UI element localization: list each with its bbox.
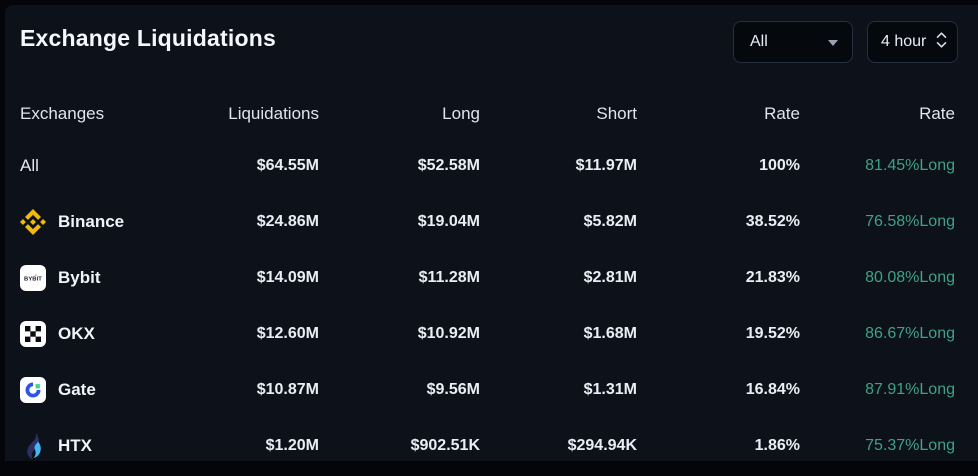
gate-logo-icon <box>20 377 46 403</box>
htx-logo-icon <box>20 432 46 460</box>
long-value: $10.92M <box>417 325 480 342</box>
rate-value: 19.52% <box>745 325 800 342</box>
column-header-short[interactable]: Short <box>596 104 637 123</box>
long-rate-value: 81.45%Long <box>865 157 955 174</box>
exchange-filter-value: All <box>750 33 768 50</box>
table-row-gate[interactable]: Gate $10.87M $9.56M $1.31M 16.84% 87.91%… <box>20 362 955 418</box>
liquidations-value: $1.20M <box>265 437 319 454</box>
short-value: $294.94K <box>567 437 637 454</box>
short-value: $2.81M <box>583 269 637 286</box>
column-header-long-rate[interactable]: Rate <box>919 104 955 123</box>
table-row-okx[interactable]: OKX $12.60M $10.92M $1.68M 19.52% 86.67%… <box>20 306 955 362</box>
binance-logo-icon <box>20 209 46 235</box>
liquidations-value: $12.60M <box>256 325 319 342</box>
column-header-exchanges[interactable]: Exchanges <box>20 104 105 123</box>
exchange-liquidations-panel: Exchange Liquidations All 4 hour Exchang… <box>5 5 978 461</box>
page-title: Exchange Liquidations <box>20 25 276 51</box>
column-header-rate[interactable]: Rate <box>764 104 800 123</box>
liquidations-value: $14.09M <box>256 269 319 286</box>
filter-controls: All 4 hour <box>733 21 958 63</box>
exchange-name: HTX <box>58 436 92 455</box>
svg-text:BYBIT: BYBIT <box>24 277 42 283</box>
short-value: $1.68M <box>583 325 637 342</box>
long-value: $902.51K <box>410 437 480 454</box>
interval-filter-select[interactable]: 4 hour <box>867 21 958 63</box>
table-row-binance[interactable]: Binance $24.86M $19.04M $5.82M 38.52% 76… <box>20 194 955 250</box>
column-header-liquidations[interactable]: Liquidations <box>228 104 319 123</box>
liquidations-table: Exchanges Liquidations Long Short Rate R… <box>20 90 955 461</box>
short-value: $1.31M <box>583 381 637 398</box>
exchange-filter-select[interactable]: All <box>733 21 853 63</box>
exchange-name: Gate <box>58 380 96 399</box>
exchange-name: All <box>20 156 39 175</box>
table-header-row: Exchanges Liquidations Long Short Rate R… <box>20 90 955 138</box>
exchange-name: Bybit <box>58 268 101 287</box>
long-value: $52.58M <box>417 157 480 174</box>
long-rate-value: 80.08%Long <box>865 269 955 286</box>
liquidations-value: $24.86M <box>256 213 319 230</box>
column-header-long[interactable]: Long <box>442 104 480 123</box>
bybit-logo-icon: BYBIT <box>20 265 46 291</box>
liquidations-value: $10.87M <box>256 381 319 398</box>
interval-filter-value: 4 hour <box>881 33 927 50</box>
rate-value: 16.84% <box>745 381 800 398</box>
table-row-htx[interactable]: HTX $1.20M $902.51K $294.94K 1.86% 75.37… <box>20 418 955 461</box>
liquidations-value: $64.55M <box>256 157 319 174</box>
chevron-down-icon <box>828 33 838 51</box>
okx-logo-icon <box>20 321 46 347</box>
long-value: $9.56M <box>426 381 480 398</box>
long-rate-value: 76.58%Long <box>865 213 955 230</box>
short-value: $5.82M <box>583 213 637 230</box>
long-rate-value: 75.37%Long <box>865 437 955 454</box>
rate-value: 1.86% <box>754 437 800 454</box>
exchange-name: Binance <box>58 212 125 231</box>
up-down-chevrons-icon <box>936 31 947 54</box>
short-value: $11.97M <box>575 157 637 174</box>
table-row-all[interactable]: All $64.55M $52.58M $11.97M 100% 81.45%L… <box>20 138 955 194</box>
exchange-name: OKX <box>58 324 95 343</box>
rate-value: 38.52% <box>745 213 800 230</box>
long-value: $11.28M <box>418 269 480 286</box>
long-rate-value: 87.91%Long <box>865 381 955 398</box>
table-row-bybit[interactable]: BYBIT Bybit $14.09M $11.28M $2.81M 21.83… <box>20 250 955 306</box>
long-rate-value: 86.67%Long <box>865 325 955 342</box>
long-value: $19.04M <box>417 213 480 230</box>
rate-value: 100% <box>759 157 800 174</box>
rate-value: 21.83% <box>745 269 800 286</box>
